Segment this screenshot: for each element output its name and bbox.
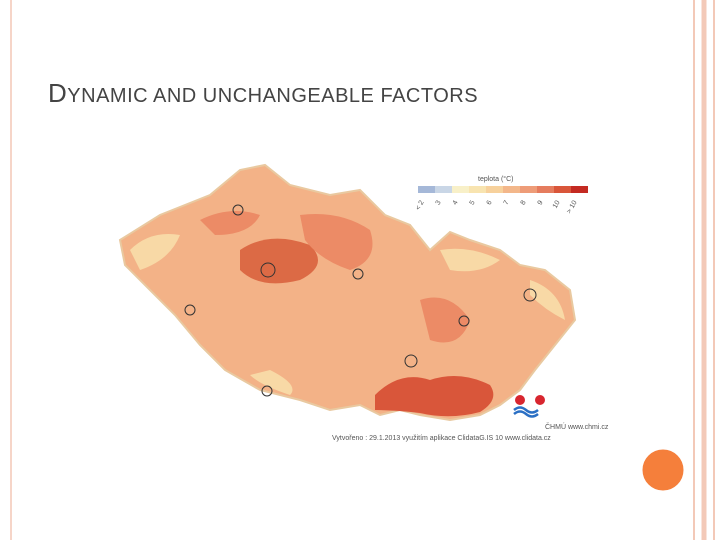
warm-area [200,211,470,343]
legend-label: 8 [520,199,528,206]
district-outline [458,315,470,327]
legend-label: 9 [537,199,545,206]
district-outline [184,304,196,316]
legend-label: 10 [552,199,562,209]
decor-circle [639,446,687,494]
logo [515,395,525,405]
map: teplota (°C) < 2 3 4 5 6 7 8 9 10 > 10 ČHMÚ www.c… [118,163,609,442]
legend-swatch [418,186,435,193]
logo [513,406,539,418]
legend-swatch [503,186,520,193]
credit: Vytvořeno : 29.1.2013 využitím aplikace … [332,435,551,442]
legend-label: > 10 [566,199,579,215]
legend-swatch [537,186,554,193]
slide-title: DYNAMIC AND UNCHANGEABLE FACTORS [48,78,479,108]
hot-area [375,376,494,417]
legend-swatch [486,186,503,193]
legend-label: 5 [469,199,477,206]
district-outline [404,354,418,368]
district-outline [523,288,537,302]
legend-label: 3 [435,199,443,206]
district-outline [232,204,244,216]
legend-swatch [520,186,537,193]
legend-label: 4 [452,199,460,206]
legend-label: 6 [486,199,494,206]
legend-swatch [571,186,588,193]
legend-label: 7 [503,199,511,206]
legend-label: < 2 [415,199,426,211]
district-outline [261,385,273,397]
district-outline [260,262,276,278]
logo [535,395,545,405]
legend-swatch [469,186,486,193]
warm-area [240,238,318,284]
legend-swatch [452,186,469,193]
legend: < 2 3 4 5 6 7 8 9 10 > 10 [415,186,588,215]
legend-swatch [435,186,452,193]
district-outline [352,268,364,280]
logo-text: ČHMÚ www.chmi.cz [545,422,609,431]
legend-swatch [554,186,571,193]
legend-title: teplota (°C) [478,175,513,183]
